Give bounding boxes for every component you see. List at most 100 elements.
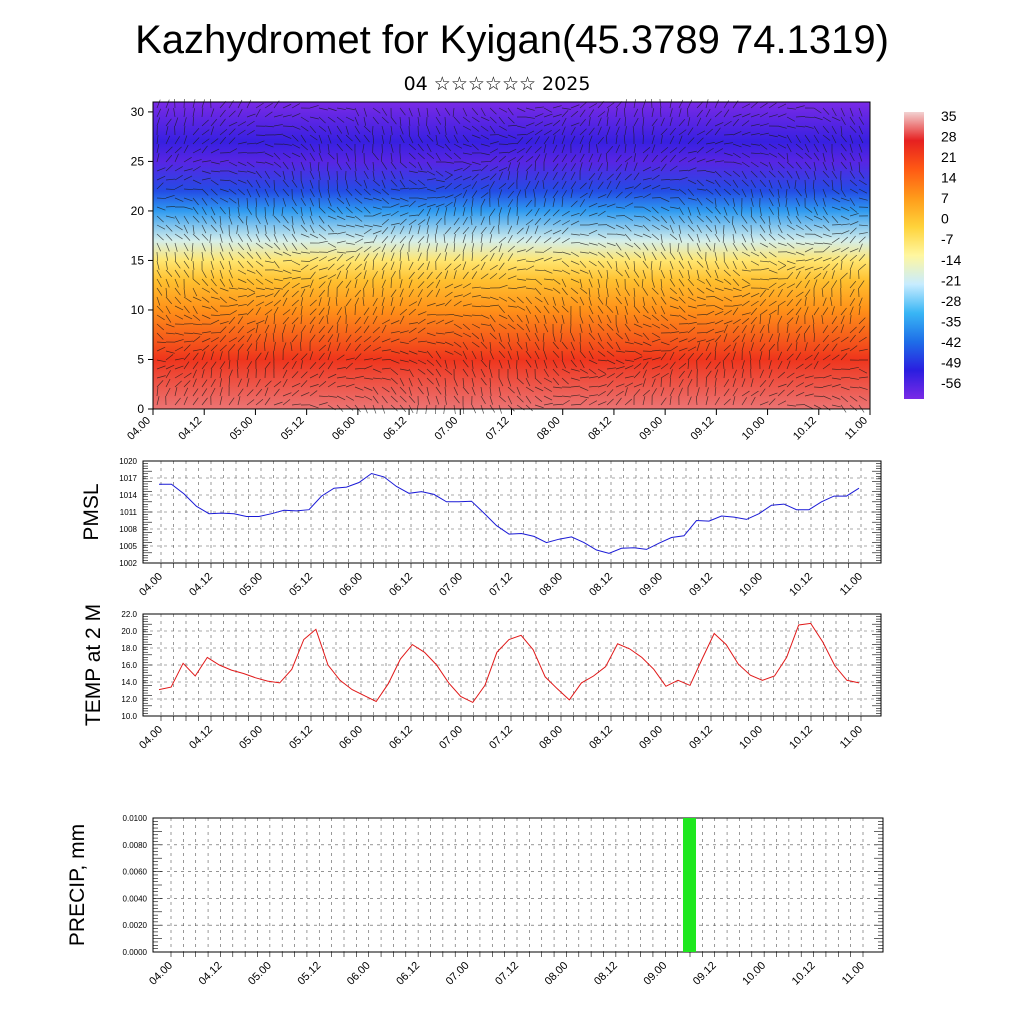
wind-barb <box>336 307 343 316</box>
wind-barb <box>282 161 289 170</box>
wind-barb <box>831 197 841 203</box>
wind-barb <box>309 206 313 216</box>
wind-barb <box>264 179 271 188</box>
wind-barb <box>516 377 524 385</box>
wind-barb <box>615 163 623 172</box>
wind-barb <box>768 206 774 215</box>
wind-barb <box>390 330 400 334</box>
wind-barb <box>354 134 361 143</box>
wind-barb <box>363 395 373 401</box>
wind-barb <box>435 207 440 217</box>
wind-barb <box>480 192 489 199</box>
wind-barb <box>732 295 742 298</box>
wind-barb <box>444 386 447 396</box>
wind-barb <box>201 287 210 293</box>
wind-barb <box>354 224 364 228</box>
wind-barb <box>813 161 817 171</box>
wind-barb <box>507 377 512 387</box>
wind-barb <box>263 342 266 352</box>
x-tick-label: 07.00 <box>437 724 465 752</box>
wind-barb <box>318 143 321 153</box>
wind-barb <box>183 314 193 320</box>
wind-barb <box>561 180 567 190</box>
wind-barb <box>759 380 767 388</box>
wind-barb <box>606 251 614 259</box>
wind-barb <box>380 152 383 162</box>
wind-barb <box>786 179 791 189</box>
wind-barb <box>309 188 315 197</box>
wind-barb <box>534 171 540 181</box>
wind-barb <box>362 143 365 153</box>
wind-barb <box>795 291 804 298</box>
wind-barb <box>264 287 274 291</box>
wind-barb <box>327 215 337 220</box>
wind-barb <box>444 107 451 116</box>
wind-barb <box>813 116 823 121</box>
wind-barb <box>777 260 787 266</box>
wind-barb <box>417 170 427 173</box>
wind-barb <box>615 323 619 333</box>
wind-barb <box>804 404 814 410</box>
wind-barb <box>210 344 218 352</box>
wind-barb <box>552 154 559 163</box>
wind-barb <box>372 386 379 395</box>
wind-barb <box>723 224 725 235</box>
wind-barb <box>336 206 343 215</box>
wind-barb <box>462 184 472 190</box>
wind-barb <box>606 367 616 370</box>
wind-barb <box>300 315 303 325</box>
wind-barb <box>219 159 229 163</box>
wind-barb <box>344 306 347 316</box>
wind-barb <box>237 251 245 259</box>
wind-barb <box>165 269 173 277</box>
wind-barb <box>273 381 282 388</box>
wind-barb <box>570 212 580 217</box>
wind-barb <box>318 197 320 208</box>
wind-barb <box>309 224 315 234</box>
wind-barb <box>615 296 622 305</box>
wind-barb <box>786 242 795 249</box>
wind-barb <box>237 141 247 145</box>
wind-barb <box>354 326 362 334</box>
wind-barb <box>588 135 593 145</box>
wind-barb <box>732 307 739 316</box>
wind-barb <box>741 269 751 272</box>
wind-barb <box>840 254 848 262</box>
wind-barb <box>363 125 371 133</box>
wind-barb <box>741 170 747 179</box>
wind-barb <box>426 320 436 325</box>
wind-barb <box>633 233 643 238</box>
wind-barb <box>669 305 679 309</box>
wind-barb <box>804 247 814 253</box>
wind-barb <box>345 255 354 262</box>
wind-barb <box>282 103 292 109</box>
wind-barb <box>624 296 629 306</box>
wind-barb <box>219 136 227 145</box>
wind-barb <box>840 376 850 379</box>
wind-barb <box>309 265 318 271</box>
wind-barb <box>624 192 633 199</box>
wind-barb <box>228 170 238 175</box>
wind-barb <box>660 278 663 288</box>
wind-barb <box>669 147 678 154</box>
wind-barb <box>687 206 692 216</box>
wind-barb <box>687 127 694 136</box>
wind-barb <box>318 275 328 280</box>
wind-barb <box>192 233 200 241</box>
wind-barb <box>678 188 687 195</box>
wind-barb <box>786 353 794 361</box>
wind-barb <box>813 273 822 280</box>
wind-barb <box>687 296 697 302</box>
wind-barb <box>597 278 601 288</box>
wind-barb <box>759 388 766 397</box>
wind-barb <box>345 324 348 334</box>
wind-barb <box>300 285 310 289</box>
wind-barb <box>831 224 842 226</box>
wind-barb <box>210 148 220 154</box>
wind-barb <box>723 197 730 206</box>
wind-barb <box>812 179 815 189</box>
wind-barb <box>525 164 533 172</box>
wind-barb <box>489 377 492 388</box>
wind-barb <box>615 269 623 277</box>
wind-barb <box>642 117 645 127</box>
